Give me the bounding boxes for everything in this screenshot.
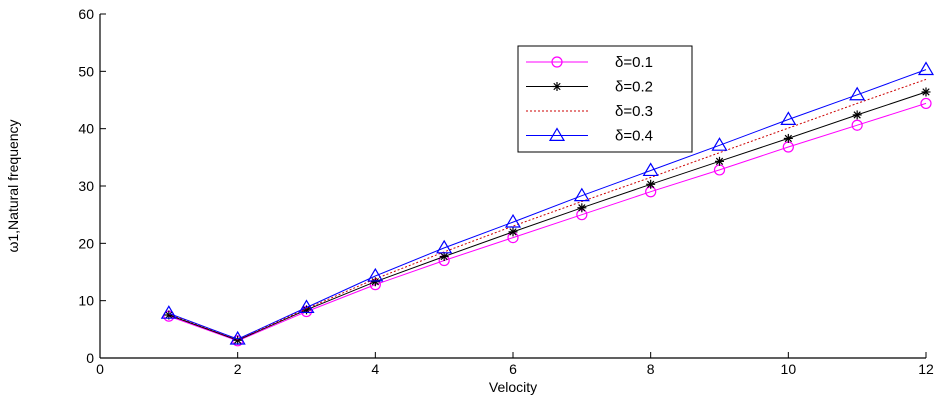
y-tick-label: 20 bbox=[78, 235, 94, 251]
y-tick-label: 50 bbox=[78, 63, 94, 79]
x-tick-label: 4 bbox=[371, 361, 379, 377]
x-axis-title: Velocity bbox=[489, 379, 537, 395]
data-point bbox=[160, 305, 177, 319]
y-tick-label: 60 bbox=[78, 6, 94, 22]
data-point bbox=[780, 111, 797, 125]
data-point bbox=[783, 133, 793, 143]
x-tick-label: 2 bbox=[234, 361, 242, 377]
x-tick-label: 0 bbox=[96, 361, 104, 377]
series-3 bbox=[168, 78, 927, 341]
y-tick-label: 0 bbox=[86, 350, 94, 366]
data-point bbox=[298, 299, 315, 314]
legend: δ=0.1 δ=0.2 δ=0.3 δ=0.4 bbox=[517, 45, 693, 153]
legend-marker bbox=[552, 82, 562, 91]
data-point bbox=[851, 119, 863, 131]
series-line bbox=[168, 91, 927, 341]
y-axis-title: ω1,Natural frequency bbox=[5, 119, 21, 252]
x-tick-label: 10 bbox=[781, 361, 797, 377]
legend-label: δ=0.4 bbox=[615, 128, 653, 145]
legend-label: δ=0.3 bbox=[615, 103, 653, 120]
data-point bbox=[920, 97, 932, 110]
data-point bbox=[573, 187, 590, 202]
data-point bbox=[229, 330, 246, 345]
data-point bbox=[439, 252, 449, 262]
x-tick-label: 8 bbox=[647, 361, 655, 377]
y-tick-label: 30 bbox=[78, 178, 94, 194]
series-layer bbox=[160, 61, 935, 347]
data-point bbox=[504, 213, 522, 228]
data-point bbox=[711, 137, 728, 151]
x-tick-label: 6 bbox=[509, 361, 517, 377]
data-point bbox=[849, 86, 866, 101]
data-point bbox=[577, 203, 587, 213]
legend-marker bbox=[548, 127, 566, 141]
data-point bbox=[367, 267, 384, 282]
y-tick-label: 40 bbox=[78, 121, 94, 137]
data-point bbox=[436, 239, 453, 254]
series-4 bbox=[160, 61, 935, 345]
y-tick-label: 10 bbox=[78, 293, 94, 309]
data-point bbox=[715, 156, 724, 166]
legend-box bbox=[517, 45, 693, 153]
series-line bbox=[168, 78, 927, 341]
data-point bbox=[646, 179, 656, 189]
x-tick-label: 12 bbox=[918, 361, 934, 377]
legend-entry: δ=0.3 bbox=[526, 103, 653, 120]
data-point bbox=[642, 162, 659, 177]
data-point bbox=[852, 110, 862, 120]
data-point bbox=[921, 87, 931, 97]
legend-entry: δ=0.1 bbox=[526, 54, 653, 71]
axes: 0 2 4 6 8 10 12 0 10 20 30 40 50 60 bbox=[78, 6, 934, 377]
series-line bbox=[168, 69, 927, 340]
legend-entry: δ=0.2 bbox=[526, 79, 653, 96]
legend-label: δ=0.1 bbox=[615, 54, 653, 71]
series-line bbox=[168, 102, 927, 342]
legend-marker bbox=[551, 56, 563, 68]
data-point bbox=[917, 61, 935, 76]
legend-label: δ=0.2 bbox=[615, 79, 653, 96]
data-point bbox=[508, 227, 518, 237]
legend-entry: δ=0.4 bbox=[526, 127, 653, 145]
